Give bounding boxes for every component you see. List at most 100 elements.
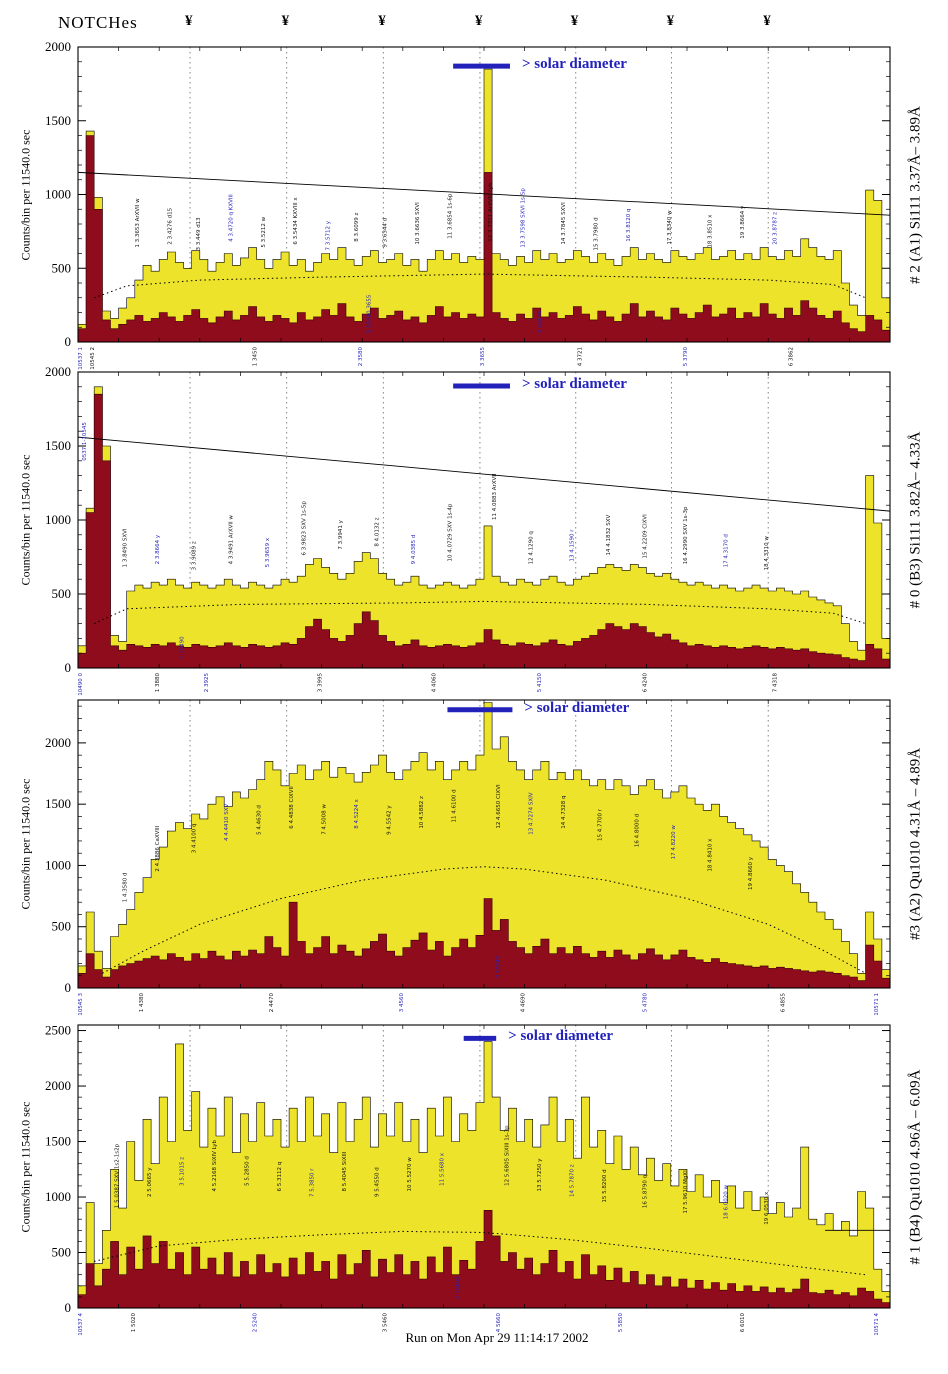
channel-label-2: #3 (A2) Qu1010 4.31Å – 4.89Å — [907, 747, 924, 941]
axis-annotation: 4 5660 — [496, 1313, 502, 1333]
line-annotation: 19 3.8664 y — [740, 205, 746, 239]
line-annotation: 4 4.4410 SXV — [224, 803, 230, 840]
axis-annotation: 3 3995 — [318, 673, 324, 693]
axis-annotation: 7 4318 — [772, 673, 778, 693]
notch-marker: ¥ — [570, 13, 579, 29]
line-annotation: 8 4.0132 z — [374, 517, 380, 546]
line-annotation: 12 3.7311 ArXVIII Lyb — [488, 182, 494, 242]
background-counts-histogram — [77, 1210, 891, 1309]
line-annotation: 10 3.6636 SXVI — [415, 202, 421, 245]
line-annotation: 18 6.0020 w — [724, 1184, 730, 1219]
y-tick-label: 500 — [52, 586, 72, 601]
line-annotation: 19 6.0530 x — [764, 1191, 770, 1225]
line-annotation: 17 3.8340 w — [667, 210, 673, 245]
line-annotation: 3 3.449 d13 — [196, 217, 202, 251]
y-tick-label: 1500 — [45, 796, 71, 811]
solar-diameter-label-2: > solar diameter — [524, 699, 630, 716]
line-annotation: 10 5.5270 w — [407, 1157, 413, 1192]
y-tick-label: 1000 — [45, 512, 71, 527]
line-annotation: 11 4.0883 ArXVII — [492, 473, 498, 520]
run-timestamp: Run on Mon Apr 29 11:14:17 2002 — [405, 1330, 589, 1345]
axis-annotation: 10545 2 — [90, 347, 96, 370]
line-annotation: 15 3.7980 d — [594, 217, 600, 250]
line-annotation: 2 4.3886 CaXVIII — [155, 825, 161, 871]
line-annotation: 13 4.7274 SXIV — [529, 792, 535, 835]
line-annotation: 2 10490 3655 — [366, 294, 372, 333]
axis-annotation: 4 3721 — [577, 347, 583, 366]
axis-annotation: 4 4690 — [521, 993, 527, 1013]
line-annotation: 20 3.8787 z — [772, 212, 778, 245]
axis-annotation: 3 5460 — [383, 1313, 389, 1333]
axis-annotation: 10490 0 — [78, 673, 84, 696]
channel-label-3: # 1 (B4) Qu1010 4.96Å – 6.09Å — [907, 1069, 924, 1264]
line-annotation: 8 5.4045 SiXIII — [342, 1151, 348, 1191]
line-annotation: 11 4.6100 d — [452, 789, 458, 822]
line-annotation: 6 3.9823 SXV 1s-5p — [301, 501, 307, 556]
line-annotation: 15 4.2209 ClXVI — [642, 514, 648, 559]
y-tick-label: 2000 — [45, 735, 71, 750]
axis-annotation: 6 6010 — [740, 1313, 746, 1333]
total-counts-histogram — [77, 1041, 891, 1309]
y-tick-label: 1000 — [45, 857, 71, 872]
axis-annotation: 4 4060 — [431, 673, 437, 693]
line-annotation: 1 10490 — [180, 636, 186, 659]
line-annotation: 14 4.7328 q — [561, 795, 567, 828]
axis-annotation: 10537 1 — [78, 347, 84, 370]
line-annotation: 5 3.9659 x — [265, 537, 271, 567]
axis-annotation: 6 4240 — [642, 673, 648, 693]
y-axis-title-0: Counts/bin per 11540.0 sec — [18, 129, 33, 260]
notch-marker-row: ¥ ¥ ¥ ¥ ¥ ¥ ¥ — [0, 0, 948, 36]
solar-diameter-label-3: > solar diameter — [508, 1028, 614, 1045]
line-annotation: 3 10545 — [537, 310, 543, 333]
line-annotation: 1 3.8490 SXVI — [123, 528, 129, 567]
line-annotation: 7 3.9941 y — [338, 519, 344, 549]
axis-annotation: 6 3862 — [789, 347, 795, 366]
axis-annotation: 1 3880 — [155, 673, 161, 693]
background-counts-histogram — [77, 393, 891, 669]
line-annotation: 5 4.4630 d — [257, 805, 263, 835]
line-annotation: 17 5.9610 MgXI — [683, 1170, 689, 1214]
y-tick-label: 0 — [65, 1300, 72, 1315]
axis-annotation: 1 4380 — [139, 993, 145, 1013]
notch-marker: ¥ — [378, 13, 386, 29]
line-annotation: 1 3.3653 ArXVII w — [135, 198, 141, 248]
line-annotation: 6 4.4838 ClXVII — [289, 786, 295, 829]
y-tick-label: 500 — [52, 260, 72, 275]
line-annotation: 5 5.2850 d — [245, 1156, 251, 1186]
line-annotation: 3 10545 — [496, 955, 502, 978]
line-annotation: 7 4.5008 w — [322, 804, 328, 835]
line-annotation: 1 4.3580 d — [123, 872, 129, 902]
line-annotation: 9 4.0385 d — [411, 535, 417, 565]
model-profile-dotted — [94, 273, 866, 299]
line-annotation: 1 5.0387 SXV 1s2-1s2p — [115, 1143, 121, 1208]
line-annotation: 7 5.3850 r — [309, 1168, 315, 1197]
line-annotation: 10 4.5882 z — [419, 796, 425, 829]
axis-annotation: 5 3790 — [683, 347, 689, 367]
line-annotation: 8 4.5224 x — [354, 798, 360, 828]
line-annotation: 8 3.6099 z — [354, 212, 360, 241]
model-profile-dotted — [102, 866, 866, 974]
line-annotation: 13 3.7598 SXVI 1s-5p — [521, 188, 527, 248]
line-annotation: 18 4.3310 w — [764, 536, 770, 571]
axis-annotation: 3 3655 — [480, 347, 486, 367]
line-annotation: 14 5.7870 z — [569, 1164, 575, 1197]
y-tick-label: 1500 — [45, 1134, 71, 1149]
line-annotation: 13 5.7250 y — [537, 1158, 543, 1192]
line-annotation: 7 3.5712 y — [326, 220, 332, 250]
line-annotation: 15 4.7700 r — [598, 808, 604, 841]
line-annotation: 10 4.0729 SXV 1s-4p — [448, 503, 454, 561]
line-annotation: 12 4.6650 ClXVI — [496, 784, 502, 829]
axis-annotation: 6 4855 — [780, 993, 786, 1013]
axis-annotation: 10571 4 — [874, 1313, 880, 1336]
axis-annotation: 5 4150 — [537, 673, 543, 693]
line-annotation: 9 4.5542 y — [387, 805, 393, 835]
line-annotation: 2 10490 — [456, 1276, 462, 1299]
solar-diameter-label-0: > solar diameter — [521, 56, 627, 73]
line-annotation: 16 4.8000 d — [634, 814, 640, 847]
axis-annotation: 1 5020 — [131, 1313, 137, 1333]
line-annotation: 2 3.8664 y — [155, 534, 161, 564]
y-tick-label: 500 — [52, 919, 72, 934]
line-annotation: 14 4.1832 SXV — [606, 515, 612, 556]
channel-label-1: # 0 (B3) Si111 3.82Å– 4.33Å — [907, 431, 924, 609]
